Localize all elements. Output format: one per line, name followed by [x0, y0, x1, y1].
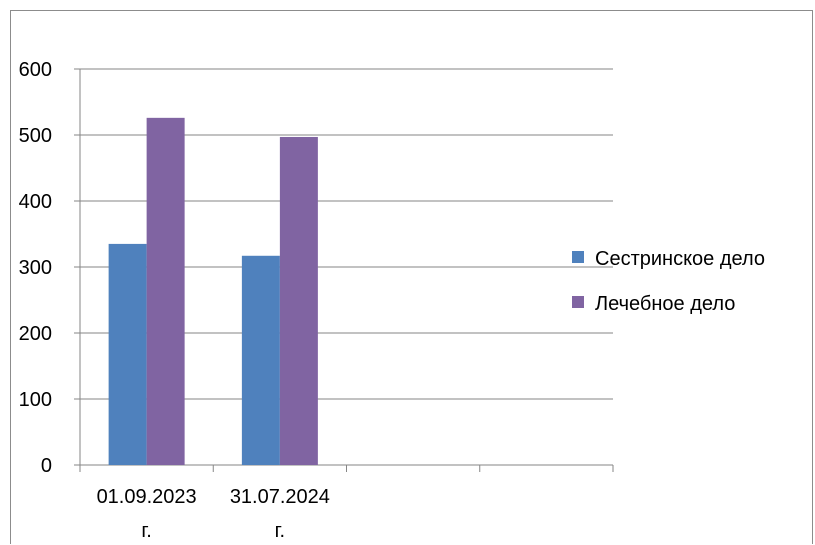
y-tick-label-200: 200: [19, 323, 52, 345]
y-tick-label-300: 300: [19, 257, 52, 279]
y-tick-label-0: 0: [41, 455, 52, 477]
bar-2-1: [241, 255, 280, 465]
chart-frame: [10, 10, 813, 544]
legend-label-2: Лечебное дело: [595, 293, 735, 315]
x-category-label-1-line-2: г.: [141, 520, 151, 542]
legend-label-1: Сестринское дело: [595, 248, 765, 270]
y-tick-label-400: 400: [19, 191, 52, 213]
bar-1-2: [146, 117, 185, 465]
legend-swatch-2: [572, 296, 584, 308]
bar-2-2: [279, 136, 318, 466]
x-category-label-1-line-1: 01.09.2023: [97, 486, 197, 508]
bars: [108, 117, 318, 466]
x-category-labels: 01.09.2023 г. 31.07.2024 г.: [97, 486, 330, 542]
legend: Сестринское дело Лечебное дело: [572, 248, 765, 315]
y-tick-label-100: 100: [19, 389, 52, 411]
y-tick-labels: 0 100 200 300 400 500 600: [19, 59, 52, 477]
x-category-label-2-line-1: 31.07.2024: [230, 486, 330, 508]
bar-1-1: [108, 243, 147, 465]
y-tick-label-500: 500: [19, 125, 52, 147]
legend-swatch-1: [572, 251, 584, 263]
x-category-label-2-line-2: г.: [275, 520, 285, 542]
y-tick-label-600: 600: [19, 59, 52, 81]
